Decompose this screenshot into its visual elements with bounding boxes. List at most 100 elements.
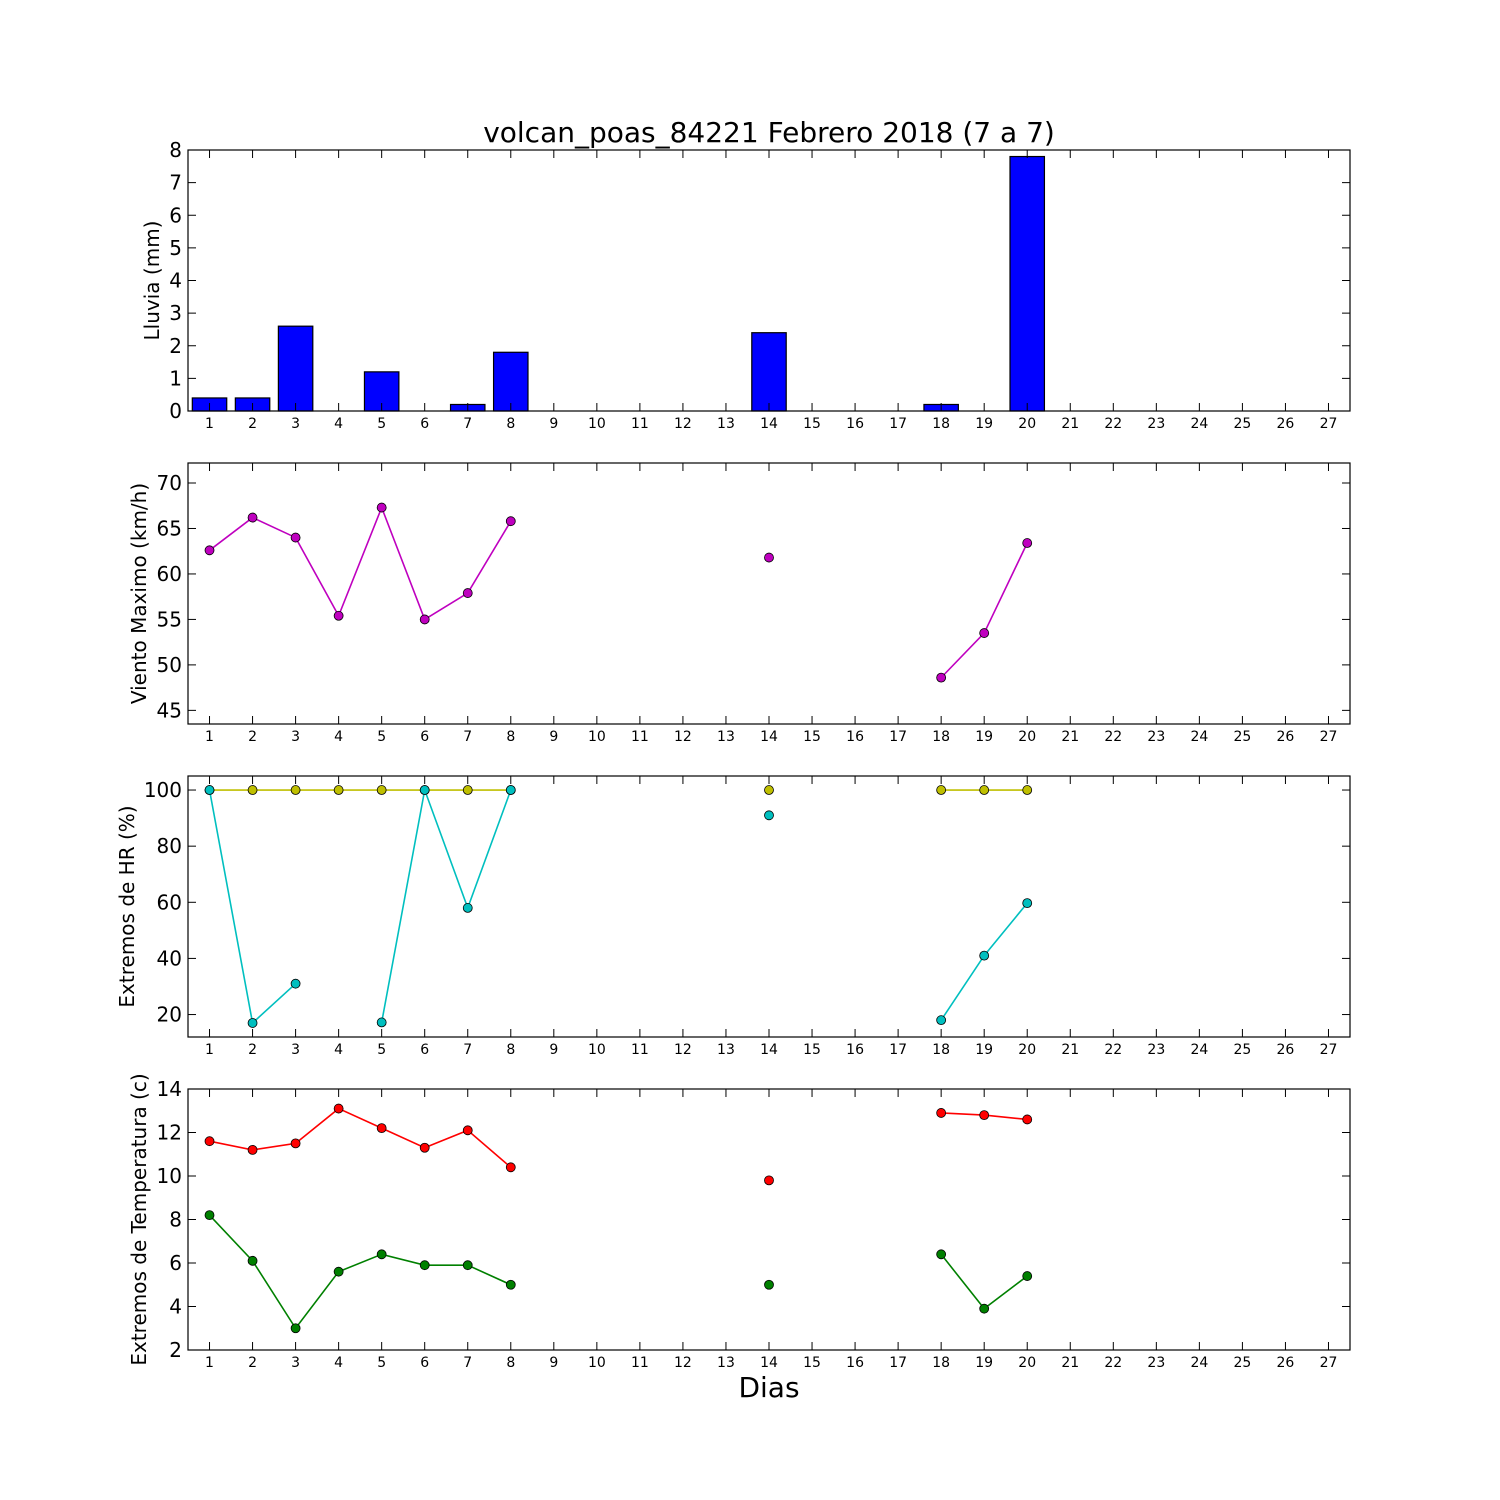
chart-panel-2: 1 2 3 4 5 6 7 8 9 10 11 12 13 14 15 16 17 18 19 20 21 22 23 24 2… xyxy=(127,462,1351,745)
x-tick-label: 7 xyxy=(463,1355,472,1371)
x-tick-label: 27 xyxy=(1320,1042,1338,1058)
series-1-point-day-5 xyxy=(376,785,387,795)
series-2-point-day-7 xyxy=(462,903,473,913)
series-2-point-day-3 xyxy=(290,1323,301,1334)
x-tick-label: 7 xyxy=(463,729,472,745)
series-2-point-day-5 xyxy=(376,1249,387,1260)
x-tick-label: 1 xyxy=(205,1355,214,1371)
x-tick-label: 21 xyxy=(1061,729,1079,745)
x-tick-label: 20 xyxy=(1018,416,1036,432)
series-2-point-day-4 xyxy=(333,1266,344,1277)
x-tick-label: 27 xyxy=(1320,729,1338,745)
series-2-point-day-20 xyxy=(1022,898,1033,909)
x-axis-label: Dias xyxy=(738,1371,799,1404)
x-tick-label: 16 xyxy=(846,416,864,432)
x-tick-label: 24 xyxy=(1190,729,1208,745)
x-tick-label: 18 xyxy=(932,1355,950,1371)
x-tick-label: 19 xyxy=(975,729,993,745)
x-tick-label: 18 xyxy=(932,729,950,745)
series-1-point-day-1 xyxy=(204,545,215,556)
x-tick-label: 5 xyxy=(377,729,386,745)
x-tick-label: 21 xyxy=(1061,1355,1079,1371)
y-tick-label: 14 xyxy=(157,1077,182,1101)
series-2-point-day-6 xyxy=(419,1260,430,1271)
x-tick-label: 13 xyxy=(717,1042,735,1058)
series-1-point-day-5 xyxy=(376,502,387,513)
series-2-point-day-5 xyxy=(376,1017,387,1028)
y-tick-label: 60 xyxy=(157,562,182,586)
y-axis-label: Extremos de HR (%) xyxy=(115,805,139,1007)
x-tick-label: 23 xyxy=(1147,1355,1165,1371)
series-2-point-day-14 xyxy=(764,1279,774,1290)
x-tick-label: 3 xyxy=(291,1355,300,1371)
figure-title: volcan_poas_84221 Febrero 2018 (7 a 7) xyxy=(483,116,1055,149)
series-1-point-day-20 xyxy=(1022,785,1033,795)
x-tick-label: 8 xyxy=(506,1042,515,1058)
series-2-line xyxy=(380,787,512,1023)
x-tick-label: 25 xyxy=(1233,1042,1251,1058)
x-tick-label: 2 xyxy=(248,729,257,745)
x-tick-label: 13 xyxy=(717,1355,735,1371)
x-tick-label: 26 xyxy=(1277,729,1295,745)
x-tick-label: 24 xyxy=(1190,416,1208,432)
series-1-point-day-7 xyxy=(462,785,473,795)
x-tick-label: 2 xyxy=(248,416,257,432)
x-tick-label: 21 xyxy=(1061,1042,1079,1058)
x-tick-label: 3 xyxy=(291,1042,300,1058)
x-tick-label: 7 xyxy=(463,1042,472,1058)
chart-panel-1: 1 2 3 4 5 6 7 8 9 10 11 12 13 14 15 16 17 18 19 20 21 22 23 24 2… xyxy=(140,138,1351,432)
y-tick-label: 65 xyxy=(157,516,182,540)
series-2-point-day-18 xyxy=(936,1015,947,1026)
x-tick-label: 6 xyxy=(420,1355,429,1371)
series-1-line xyxy=(209,505,512,621)
x-tick-label: 16 xyxy=(846,729,864,745)
x-tick-label: 15 xyxy=(803,729,821,745)
x-tick-label: 22 xyxy=(1104,1355,1122,1371)
x-tick-label: 7 xyxy=(463,416,472,432)
x-tick-label: 20 xyxy=(1018,729,1036,745)
series-1-point-day-14 xyxy=(764,785,774,795)
series-2-point-day-2 xyxy=(247,1255,258,1266)
series-1-point-day-2 xyxy=(247,785,258,795)
x-tick-label: 3 xyxy=(291,416,300,432)
x-tick-label: 11 xyxy=(631,729,649,745)
x-tick-label: 10 xyxy=(588,416,606,432)
x-tick-label: 19 xyxy=(975,1355,993,1371)
x-tick-label: 14 xyxy=(760,1042,778,1058)
y-tick-label: 45 xyxy=(157,698,182,722)
x-tick-label: 25 xyxy=(1233,1355,1251,1371)
x-tick-label: 4 xyxy=(334,416,343,432)
series-1-point-day-19 xyxy=(979,1110,990,1120)
series-2-point-day-8 xyxy=(505,1279,516,1290)
y-tick-label: 60 xyxy=(157,890,182,914)
y-tick-label: 20 xyxy=(157,1003,182,1027)
x-tick-label: 23 xyxy=(1147,729,1165,745)
y-tick-label: 2 xyxy=(169,334,182,358)
chart-panel-3: 1 2 3 4 5 6 7 8 9 10 11 12 13 14 15 16 17 18 19 20 21 22 23 24 2… xyxy=(115,775,1351,1058)
x-tick-label: 15 xyxy=(803,1355,821,1371)
y-tick-label: 6 xyxy=(169,1251,182,1275)
x-tick-label: 2 xyxy=(248,1042,257,1058)
x-tick-label: 11 xyxy=(631,1042,649,1058)
x-tick-label: 26 xyxy=(1277,1355,1295,1371)
x-tick-label: 13 xyxy=(717,416,735,432)
x-tick-label: 18 xyxy=(932,416,950,432)
x-tick-label: 11 xyxy=(631,1355,649,1371)
series-1-point-day-3 xyxy=(290,785,301,795)
bar-day-20 xyxy=(1009,155,1046,412)
chart-panel-4: 1 2 3 4 5 6 7 8 9 10 11 12 13 14 15 16 17 18 19 20 21 22 23 24 2… xyxy=(127,1073,1351,1371)
x-tick-label: 25 xyxy=(1233,416,1251,432)
series-1-point-day-7 xyxy=(462,1125,473,1136)
series-1-point-day-14 xyxy=(764,1175,774,1186)
y-tick-label: 3 xyxy=(169,301,182,325)
x-tick-label: 12 xyxy=(674,1355,692,1371)
x-tick-label: 25 xyxy=(1233,729,1251,745)
x-tick-label: 4 xyxy=(334,1355,343,1371)
series-2-point-day-8 xyxy=(505,785,516,795)
y-tick-label: 8 xyxy=(169,1208,182,1232)
x-tick-label: 12 xyxy=(674,1042,692,1058)
series-1-point-day-5 xyxy=(376,1123,387,1134)
x-tick-label: 27 xyxy=(1320,1355,1338,1371)
